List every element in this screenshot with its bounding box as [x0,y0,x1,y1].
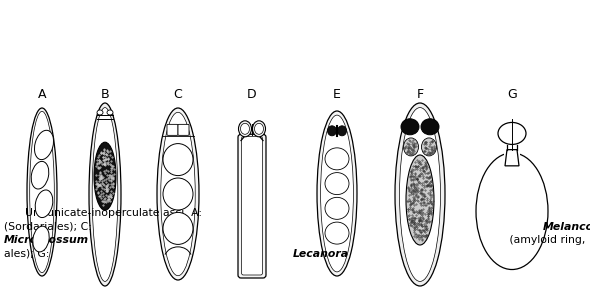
Text: Unitunicate-inoperculate asci. A:: Unitunicate-inoperculate asci. A: [4,208,205,218]
Ellipse shape [31,161,49,189]
Ellipse shape [399,108,441,281]
Ellipse shape [157,108,199,280]
Text: D: D [247,88,257,101]
Ellipse shape [238,121,251,137]
Ellipse shape [476,153,548,270]
Ellipse shape [94,142,116,210]
Ellipse shape [404,138,418,156]
FancyBboxPatch shape [238,134,266,278]
Ellipse shape [107,110,113,115]
Ellipse shape [395,103,445,286]
Text: ales); G:: ales); G: [4,249,53,259]
Ellipse shape [161,112,195,276]
Ellipse shape [325,197,349,219]
Ellipse shape [241,123,250,134]
Ellipse shape [498,122,526,144]
FancyBboxPatch shape [178,124,189,135]
Ellipse shape [33,226,49,252]
Ellipse shape [27,108,57,276]
Ellipse shape [163,178,193,210]
Ellipse shape [92,108,118,281]
FancyBboxPatch shape [241,137,263,275]
Ellipse shape [401,119,419,135]
Ellipse shape [34,130,54,160]
Ellipse shape [163,212,193,244]
Ellipse shape [406,155,434,245]
Ellipse shape [97,110,103,115]
Text: Melanconis: Melanconis [543,222,590,232]
Ellipse shape [327,126,336,136]
Ellipse shape [320,115,353,272]
Text: Lecanora: Lecanora [293,249,349,259]
Text: (amyloid ring, Leotiales); F:: (amyloid ring, Leotiales); F: [506,235,590,245]
Ellipse shape [253,121,266,137]
Text: E: E [333,88,341,101]
FancyBboxPatch shape [167,124,178,135]
Text: A: A [38,88,46,101]
Text: G: G [507,88,517,101]
Ellipse shape [317,111,357,276]
Ellipse shape [337,126,346,136]
Text: Microglossum: Microglossum [4,235,89,245]
Polygon shape [505,150,519,166]
Text: C: C [173,88,182,101]
Ellipse shape [421,119,439,135]
Ellipse shape [421,138,437,156]
Ellipse shape [325,148,349,170]
Ellipse shape [325,173,349,195]
Bar [504,148,520,168]
Ellipse shape [325,222,349,244]
Ellipse shape [254,123,264,134]
Text: B: B [101,88,109,101]
Ellipse shape [35,190,53,218]
Ellipse shape [163,143,193,176]
Text: (Sordariales); C:: (Sordariales); C: [4,222,96,232]
Ellipse shape [89,103,121,286]
Text: F: F [417,88,424,101]
Ellipse shape [30,111,54,273]
